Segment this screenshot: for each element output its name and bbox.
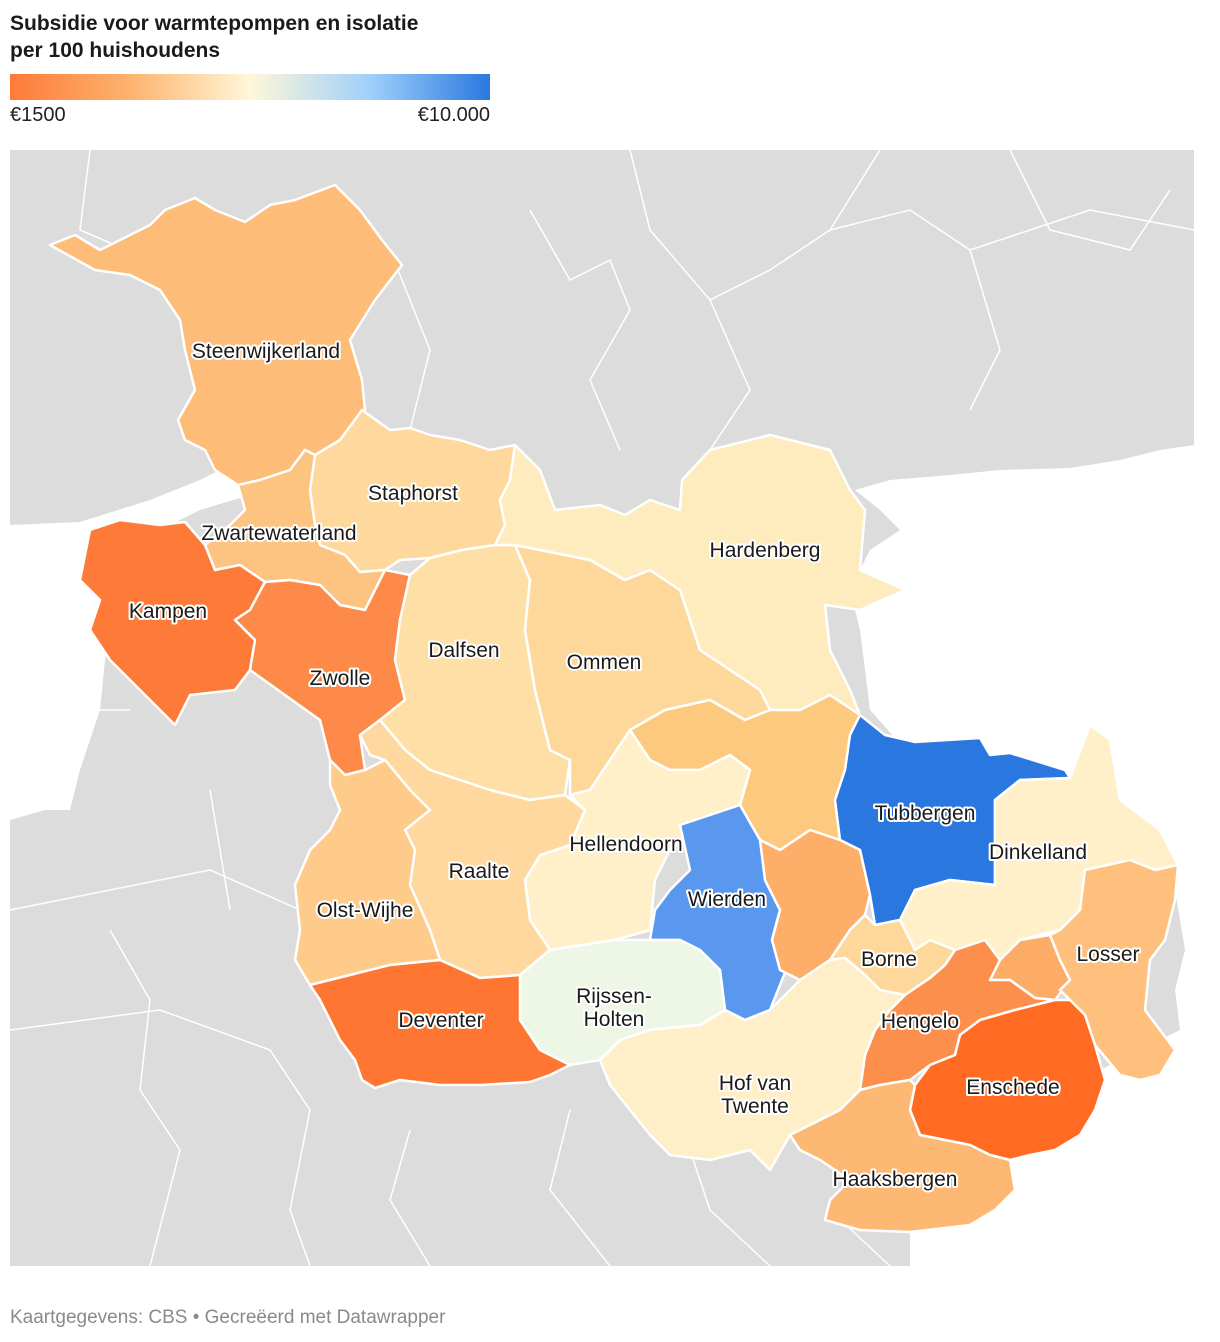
label-haaksbergen: Haaksbergen	[833, 1168, 958, 1191]
label-borne: Borne	[861, 948, 917, 971]
legend-max-label: €10.000	[417, 104, 490, 126]
label-hof-line1: Hof van	[719, 1072, 791, 1095]
label-losser: Losser	[1076, 943, 1139, 966]
label-hellendoorn: Hellendoorn	[569, 833, 682, 856]
label-hengelo: Hengelo	[881, 1010, 959, 1033]
label-wierden: Wierden	[688, 888, 766, 911]
water-ijsselmeer	[10, 450, 270, 820]
chart-title: Subsidie voor warmtepompen en isolatie p…	[10, 10, 710, 64]
label-tubbergen: Tubbergen	[875, 802, 976, 825]
label-steenwijkerland: Steenwijkerland	[192, 340, 340, 363]
label-olst-wijhe: Olst-Wijhe	[317, 899, 414, 922]
source-credit: Kaartgegevens: CBS • Gecreëerd met Dataw…	[10, 1307, 446, 1328]
label-hardenberg: Hardenberg	[710, 539, 821, 562]
map-svg: Steenwijkerland Staphorst Zwartewaterlan…	[10, 150, 1194, 1266]
title-line-1: Subsidie voor warmtepompen en isolatie	[10, 12, 419, 35]
label-kampen: Kampen	[129, 600, 207, 623]
region-losser[interactable]	[1048, 858, 1180, 1082]
label-hof-line2: Twente	[721, 1095, 789, 1118]
region-hardenberg[interactable]	[493, 433, 907, 717]
map-labels: Steenwijkerland Staphorst Zwartewaterlan…	[127, 338, 1142, 1193]
label-dalfsen: Dalfsen	[428, 639, 499, 662]
label-zwartewaterland: Zwartewaterland	[201, 522, 356, 545]
title-line-2: per 100 huishoudens	[10, 39, 221, 62]
label-enschede: Enschede	[966, 1076, 1059, 1099]
choropleth-map: Steenwijkerland Staphorst Zwartewaterlan…	[10, 150, 1194, 1266]
color-legend-bar	[10, 74, 490, 100]
label-rijssen-line1: Rijssen-	[576, 985, 652, 1008]
label-staphorst: Staphorst	[368, 482, 458, 505]
label-raalte: Raalte	[449, 860, 510, 883]
region-hof-van-twente[interactable]	[598, 956, 907, 1172]
region-steenwijkerland[interactable]	[48, 183, 404, 487]
legend-min-label: €1500	[10, 104, 66, 126]
region-haaksbergen[interactable]	[788, 1078, 1017, 1234]
label-ommen: Ommen	[567, 651, 642, 674]
label-rijssen-line2: Holten	[584, 1008, 645, 1031]
label-zwolle: Zwolle	[310, 667, 371, 690]
outside-area	[850, 445, 1194, 1266]
region-deventer[interactable]	[308, 958, 572, 1090]
label-dinkelland: Dinkelland	[989, 841, 1087, 864]
label-deventer: Deventer	[398, 1009, 483, 1032]
